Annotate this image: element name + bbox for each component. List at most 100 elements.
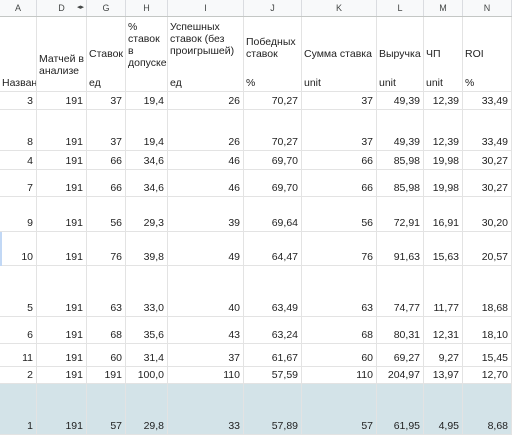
cell-m[interactable]: 9,27 [424, 344, 463, 366]
cell-n[interactable]: 15,45 [463, 344, 512, 366]
cell-n[interactable]: 33,49 [463, 110, 512, 150]
cell-d[interactable]: 191 [37, 266, 87, 316]
cell-m[interactable]: 19,98 [424, 151, 463, 169]
header-cell-m[interactable]: ЧП unit [424, 17, 463, 91]
cell-i[interactable]: 43 [168, 317, 244, 343]
cell-d[interactable]: 191 [37, 197, 87, 231]
column-header-l[interactable]: L [377, 0, 424, 16]
cell-m[interactable]: 16,91 [424, 197, 463, 231]
cell-d[interactable]: 191 [37, 92, 87, 109]
cell-a[interactable]: 2 [0, 367, 37, 383]
cell-k[interactable]: 60 [302, 344, 377, 366]
cell-k[interactable]: 66 [302, 170, 377, 196]
cell-m[interactable]: 12,31 [424, 317, 463, 343]
cell-l[interactable]: 74,77 [377, 266, 424, 316]
cell-m[interactable]: 15,63 [424, 232, 463, 265]
cell-k[interactable]: 37 [302, 92, 377, 109]
cell-l[interactable]: 85,98 [377, 170, 424, 196]
column-header-d[interactable]: D ◂▸ [37, 0, 87, 16]
cell-l[interactable]: 49,39 [377, 110, 424, 150]
cell-h[interactable]: 29,8 [126, 384, 168, 434]
cell-g[interactable]: 68 [87, 317, 126, 343]
cell-a[interactable]: 11 [0, 344, 37, 366]
cell-g[interactable]: 76 [87, 232, 126, 265]
header-cell-k[interactable]: Сумма ставка unit [302, 17, 377, 91]
column-header-n[interactable]: N [463, 0, 512, 16]
cell-i[interactable]: 26 [168, 110, 244, 150]
cell-a[interactable]: 7 [0, 170, 37, 196]
cell-g[interactable]: 37 [87, 92, 126, 109]
cell-h[interactable]: 35,6 [126, 317, 168, 343]
cell-j[interactable]: 69,70 [244, 151, 302, 169]
cell-g[interactable]: 63 [87, 266, 126, 316]
cell-d[interactable]: 191 [37, 110, 87, 150]
cell-i[interactable]: 46 [168, 170, 244, 196]
cell-h[interactable]: 39,8 [126, 232, 168, 265]
header-cell-n[interactable]: ROI% [463, 17, 512, 91]
column-header-a[interactable]: A [0, 0, 37, 16]
column-header-g[interactable]: G [87, 0, 126, 16]
cell-h[interactable]: 29,3 [126, 197, 168, 231]
cell-a[interactable]: 5 [0, 266, 37, 316]
cell-a[interactable]: 8 [0, 110, 37, 150]
cell-d[interactable]: 191 [37, 170, 87, 196]
cell-k[interactable]: 66 [302, 151, 377, 169]
cell-k[interactable]: 63 [302, 266, 377, 316]
cell-k[interactable]: 56 [302, 197, 377, 231]
cell-j[interactable]: 57,89 [244, 384, 302, 434]
cell-l[interactable]: 204,97 [377, 367, 424, 383]
cell-n[interactable]: 8,68 [463, 384, 512, 434]
cell-a[interactable]: 9 [0, 197, 37, 231]
cell-d[interactable]: 191 [37, 384, 87, 434]
cell-g[interactable]: 60 [87, 344, 126, 366]
header-cell-h[interactable]: % ставок в допуске [126, 17, 168, 91]
cell-h[interactable]: 34,6 [126, 151, 168, 169]
cell-i[interactable]: 110 [168, 367, 244, 383]
cell-j[interactable]: 64,47 [244, 232, 302, 265]
cell-m[interactable]: 11,77 [424, 266, 463, 316]
column-header-j[interactable]: J [244, 0, 302, 16]
cell-l[interactable]: 49,39 [377, 92, 424, 109]
cell-h[interactable]: 33,0 [126, 266, 168, 316]
cell-j[interactable]: 70,27 [244, 92, 302, 109]
cell-a[interactable]: 1 [0, 384, 37, 434]
cell-l[interactable]: 69,27 [377, 344, 424, 366]
cell-d[interactable]: 191 [37, 367, 87, 383]
cell-i[interactable]: 46 [168, 151, 244, 169]
cell-g[interactable]: 66 [87, 151, 126, 169]
cell-m[interactable]: 13,97 [424, 367, 463, 383]
cell-j[interactable]: 69,64 [244, 197, 302, 231]
cell-i[interactable]: 39 [168, 197, 244, 231]
cell-g[interactable]: 37 [87, 110, 126, 150]
cell-n[interactable]: 33,49 [463, 92, 512, 109]
cell-g[interactable]: 191 [87, 367, 126, 383]
cell-j[interactable]: 70,27 [244, 110, 302, 150]
cell-h[interactable]: 19,4 [126, 92, 168, 109]
expand-columns-icon[interactable]: ◂▸ [76, 4, 84, 11]
cell-i[interactable]: 26 [168, 92, 244, 109]
cell-i[interactable]: 37 [168, 344, 244, 366]
cell-g[interactable]: 57 [87, 384, 126, 434]
cell-k[interactable]: 37 [302, 110, 377, 150]
cell-m[interactable]: 4,95 [424, 384, 463, 434]
cell-g[interactable]: 66 [87, 170, 126, 196]
cell-a[interactable]: 3 [0, 92, 37, 109]
cell-j[interactable]: 63,24 [244, 317, 302, 343]
cell-d[interactable]: 191 [37, 232, 87, 265]
cell-j[interactable]: 61,67 [244, 344, 302, 366]
cell-h[interactable]: 19,4 [126, 110, 168, 150]
header-cell-i[interactable]: Успешных ставок (без проигрышей) ед [168, 17, 244, 91]
cell-k[interactable]: 68 [302, 317, 377, 343]
cell-j[interactable]: 69,70 [244, 170, 302, 196]
cell-d[interactable]: 191 [37, 151, 87, 169]
cell-n[interactable]: 30,27 [463, 170, 512, 196]
cell-l[interactable]: 72,91 [377, 197, 424, 231]
cell-a[interactable]: 4 [0, 151, 37, 169]
column-header-k[interactable]: K [302, 0, 377, 16]
column-header-h[interactable]: H [126, 0, 168, 16]
cell-n[interactable]: 18,10 [463, 317, 512, 343]
cell-n[interactable]: 30,20 [463, 197, 512, 231]
cell-j[interactable]: 63,49 [244, 266, 302, 316]
cell-h[interactable]: 34,6 [126, 170, 168, 196]
cell-g[interactable]: 56 [87, 197, 126, 231]
